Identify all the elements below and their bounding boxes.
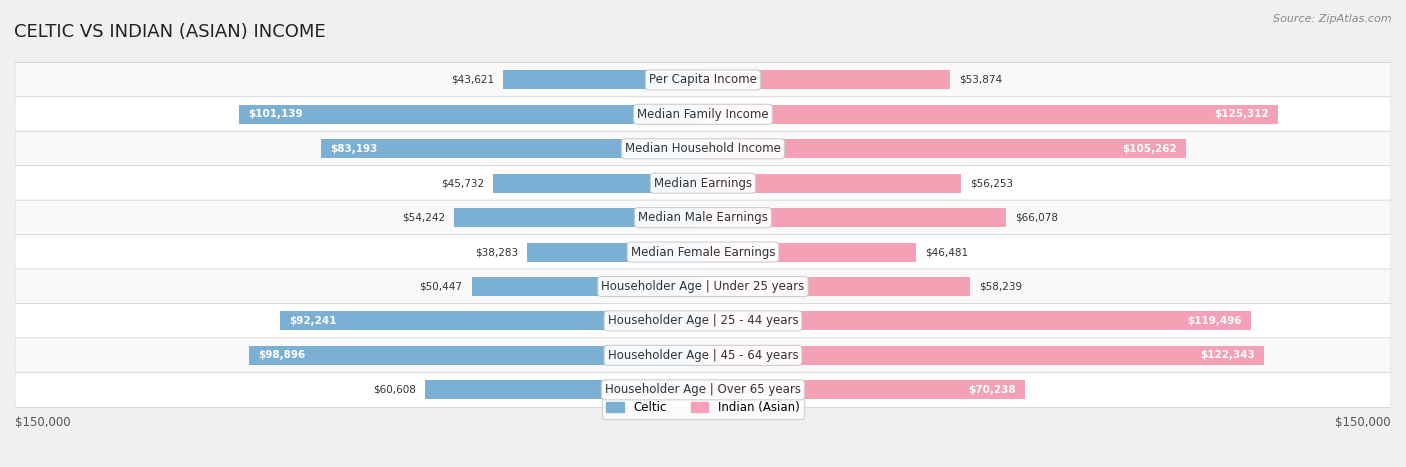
Bar — [494, 174, 703, 193]
FancyBboxPatch shape — [15, 304, 1391, 339]
Text: $54,242: $54,242 — [402, 212, 446, 223]
FancyBboxPatch shape — [15, 200, 1391, 235]
Text: Source: ZipAtlas.com: Source: ZipAtlas.com — [1274, 14, 1392, 24]
Bar — [322, 139, 703, 158]
Bar — [249, 346, 703, 365]
Bar — [703, 242, 917, 262]
Bar — [503, 71, 703, 89]
Bar — [703, 71, 950, 89]
Text: Householder Age | 25 - 44 years: Householder Age | 25 - 44 years — [607, 314, 799, 327]
Bar — [703, 174, 962, 193]
Text: $101,139: $101,139 — [249, 109, 302, 120]
FancyBboxPatch shape — [15, 166, 1391, 201]
Text: $125,312: $125,312 — [1213, 109, 1268, 120]
Text: $92,241: $92,241 — [290, 316, 336, 326]
Bar — [703, 346, 1264, 365]
Bar — [703, 208, 1007, 227]
Bar — [703, 105, 1278, 124]
Text: $50,447: $50,447 — [419, 282, 463, 291]
Bar — [454, 208, 703, 227]
Text: $53,874: $53,874 — [959, 75, 1002, 85]
Text: Median Female Earnings: Median Female Earnings — [631, 246, 775, 259]
Text: Median Earnings: Median Earnings — [654, 177, 752, 190]
Text: $38,283: $38,283 — [475, 247, 519, 257]
FancyBboxPatch shape — [15, 63, 1391, 98]
Bar — [703, 380, 1025, 399]
Text: $60,608: $60,608 — [373, 385, 416, 395]
Text: Householder Age | Over 65 years: Householder Age | Over 65 years — [605, 383, 801, 396]
Text: $150,000: $150,000 — [15, 416, 70, 429]
Bar — [239, 105, 703, 124]
Text: $43,621: $43,621 — [451, 75, 494, 85]
Bar — [471, 277, 703, 296]
FancyBboxPatch shape — [15, 97, 1391, 132]
Text: $122,343: $122,343 — [1201, 350, 1256, 361]
Text: Householder Age | 45 - 64 years: Householder Age | 45 - 64 years — [607, 349, 799, 362]
FancyBboxPatch shape — [15, 131, 1391, 166]
Text: Median Household Income: Median Household Income — [626, 142, 780, 155]
Bar — [527, 242, 703, 262]
Text: $119,496: $119,496 — [1187, 316, 1241, 326]
FancyBboxPatch shape — [15, 234, 1391, 269]
Text: $105,262: $105,262 — [1122, 144, 1177, 154]
Text: Median Family Income: Median Family Income — [637, 108, 769, 121]
Text: $45,732: $45,732 — [441, 178, 484, 188]
FancyBboxPatch shape — [15, 269, 1391, 304]
Bar — [703, 311, 1251, 331]
Text: CELTIC VS INDIAN (ASIAN) INCOME: CELTIC VS INDIAN (ASIAN) INCOME — [14, 23, 326, 42]
Bar — [280, 311, 703, 331]
Text: $150,000: $150,000 — [1336, 416, 1391, 429]
Text: Per Capita Income: Per Capita Income — [650, 73, 756, 86]
Text: $46,481: $46,481 — [925, 247, 969, 257]
Bar — [703, 139, 1185, 158]
Text: $56,253: $56,253 — [970, 178, 1014, 188]
Text: $70,238: $70,238 — [969, 385, 1017, 395]
FancyBboxPatch shape — [15, 338, 1391, 373]
Text: $98,896: $98,896 — [259, 350, 307, 361]
Text: $66,078: $66,078 — [1015, 212, 1059, 223]
Text: Householder Age | Under 25 years: Householder Age | Under 25 years — [602, 280, 804, 293]
Text: Median Male Earnings: Median Male Earnings — [638, 211, 768, 224]
Bar — [425, 380, 703, 399]
Text: $58,239: $58,239 — [980, 282, 1022, 291]
Bar — [703, 277, 970, 296]
Legend: Celtic, Indian (Asian): Celtic, Indian (Asian) — [602, 396, 804, 419]
FancyBboxPatch shape — [15, 372, 1391, 407]
Text: $83,193: $83,193 — [330, 144, 378, 154]
